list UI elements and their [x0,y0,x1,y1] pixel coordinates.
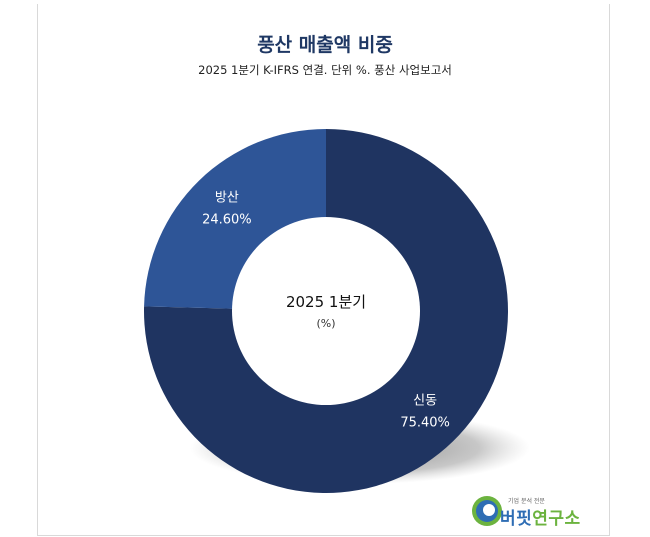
slice-name-label: 신동 [413,394,437,409]
center-unit: (%) [316,317,335,330]
chart-title: 풍산 매출액 비중 [257,34,393,56]
chart-frame [37,4,610,536]
logo-icon [472,496,502,526]
slice-name-label: 방산 [215,190,239,205]
logo-name-part2: 연구소 [532,509,581,529]
slice-value-label: 75.40% [400,416,450,431]
center-label: 2025 1분기 [286,293,366,311]
logo-name: 버핏연구소 [500,504,581,529]
slice-value-label: 24.60% [202,212,252,227]
donut-hole [232,217,420,405]
logo [470,494,600,530]
logo-name-part1: 버핏 [500,509,533,529]
chart-subtitle: 2025 1분기 K-IFRS 연결. 단위 %. 풍산 사업보고서 [198,63,452,77]
logo-tagline: 기업 분석 전문 [508,498,545,505]
